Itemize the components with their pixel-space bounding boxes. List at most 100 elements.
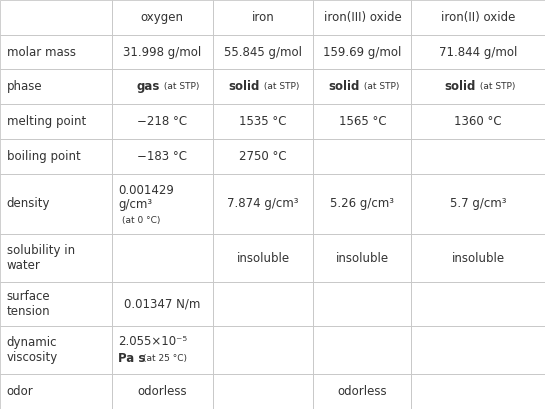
- Bar: [112, 0, 213, 35]
- Bar: [411, 70, 545, 104]
- Bar: [313, 282, 411, 326]
- Bar: [213, 0, 313, 35]
- Text: 0.001429: 0.001429: [118, 184, 174, 197]
- Bar: [313, 139, 411, 173]
- Bar: [0, 0, 112, 35]
- Text: solid: solid: [444, 80, 475, 93]
- Bar: [0, 282, 112, 326]
- Text: solubility in
water: solubility in water: [7, 244, 75, 272]
- Text: 7.874 g/cm³: 7.874 g/cm³: [227, 197, 299, 210]
- Text: solid: solid: [328, 80, 360, 93]
- Text: density: density: [7, 197, 50, 210]
- Bar: [411, 0, 545, 35]
- Text: molar mass: molar mass: [7, 45, 76, 58]
- Bar: [213, 173, 313, 234]
- Bar: [411, 326, 545, 374]
- Text: 1565 °C: 1565 °C: [338, 115, 386, 128]
- Bar: [213, 70, 313, 104]
- Text: (at 0 °C): (at 0 °C): [122, 216, 160, 225]
- Text: odorless: odorless: [337, 385, 387, 398]
- Text: boiling point: boiling point: [7, 150, 80, 163]
- Text: (at STP): (at STP): [361, 82, 399, 91]
- Bar: [213, 104, 313, 139]
- Text: oxygen: oxygen: [141, 11, 184, 24]
- Text: insoluble: insoluble: [452, 252, 505, 265]
- Text: 1535 °C: 1535 °C: [239, 115, 287, 128]
- Bar: [411, 104, 545, 139]
- Bar: [411, 35, 545, 70]
- Text: gas (at STP): gas (at STP): [126, 80, 198, 93]
- Text: 31.998 g/mol: 31.998 g/mol: [123, 45, 201, 58]
- Bar: [0, 326, 112, 374]
- Text: odorless: odorless: [137, 385, 187, 398]
- Text: 2.055×10⁻⁵: 2.055×10⁻⁵: [118, 335, 187, 348]
- Text: g/cm³: g/cm³: [118, 198, 153, 211]
- Bar: [411, 374, 545, 409]
- Text: Pa s: Pa s: [118, 352, 146, 365]
- Bar: [0, 234, 112, 282]
- Bar: [313, 0, 411, 35]
- Bar: [213, 374, 313, 409]
- Text: odor: odor: [7, 385, 33, 398]
- Text: insoluble: insoluble: [336, 252, 389, 265]
- Text: solid (at STP): solid (at STP): [224, 80, 302, 93]
- Text: −218 °C: −218 °C: [137, 115, 187, 128]
- Text: gas: gas: [136, 80, 159, 93]
- Text: iron(III) oxide: iron(III) oxide: [324, 11, 401, 24]
- Bar: [213, 326, 313, 374]
- Bar: [213, 35, 313, 70]
- Bar: [213, 234, 313, 282]
- Bar: [411, 139, 545, 173]
- Bar: [0, 374, 112, 409]
- Text: 71.844 g/mol: 71.844 g/mol: [439, 45, 517, 58]
- Bar: [112, 374, 213, 409]
- Bar: [0, 35, 112, 70]
- Text: insoluble: insoluble: [237, 252, 289, 265]
- Bar: [313, 70, 411, 104]
- Bar: [313, 104, 411, 139]
- Bar: [313, 374, 411, 409]
- Bar: [112, 35, 213, 70]
- Text: 159.69 g/mol: 159.69 g/mol: [323, 45, 402, 58]
- Bar: [313, 35, 411, 70]
- Bar: [411, 173, 545, 234]
- Bar: [313, 234, 411, 282]
- Text: surface
tension: surface tension: [7, 290, 50, 318]
- Bar: [213, 139, 313, 173]
- Text: 2750 °C: 2750 °C: [239, 150, 287, 163]
- Bar: [112, 234, 213, 282]
- Text: solid (at STP): solid (at STP): [324, 80, 401, 93]
- Text: phase: phase: [7, 80, 42, 93]
- Bar: [112, 173, 213, 234]
- Text: solid: solid: [229, 80, 261, 93]
- Bar: [0, 70, 112, 104]
- Text: (at STP): (at STP): [476, 82, 515, 91]
- Bar: [112, 104, 213, 139]
- Text: iron(II) oxide: iron(II) oxide: [441, 11, 516, 24]
- Bar: [112, 326, 213, 374]
- Bar: [213, 282, 313, 326]
- Bar: [411, 234, 545, 282]
- Text: 1360 °C: 1360 °C: [455, 115, 502, 128]
- Bar: [112, 139, 213, 173]
- Text: 55.845 g/mol: 55.845 g/mol: [224, 45, 302, 58]
- Text: (at 25 °C): (at 25 °C): [143, 354, 187, 363]
- Bar: [0, 173, 112, 234]
- Bar: [0, 104, 112, 139]
- Text: solid (at STP): solid (at STP): [439, 80, 517, 93]
- Text: dynamic
viscosity: dynamic viscosity: [7, 336, 58, 364]
- Text: melting point: melting point: [7, 115, 86, 128]
- Text: −183 °C: −183 °C: [137, 150, 187, 163]
- Text: (at STP): (at STP): [262, 82, 300, 91]
- Text: 5.26 g/cm³: 5.26 g/cm³: [330, 197, 395, 210]
- Bar: [411, 282, 545, 326]
- Bar: [313, 326, 411, 374]
- Text: (at STP): (at STP): [161, 82, 199, 91]
- Text: iron: iron: [252, 11, 274, 24]
- Bar: [313, 173, 411, 234]
- Bar: [112, 70, 213, 104]
- Bar: [112, 282, 213, 326]
- Text: 5.7 g/cm³: 5.7 g/cm³: [450, 197, 506, 210]
- Text: 0.01347 N/m: 0.01347 N/m: [124, 298, 201, 310]
- Bar: [0, 139, 112, 173]
